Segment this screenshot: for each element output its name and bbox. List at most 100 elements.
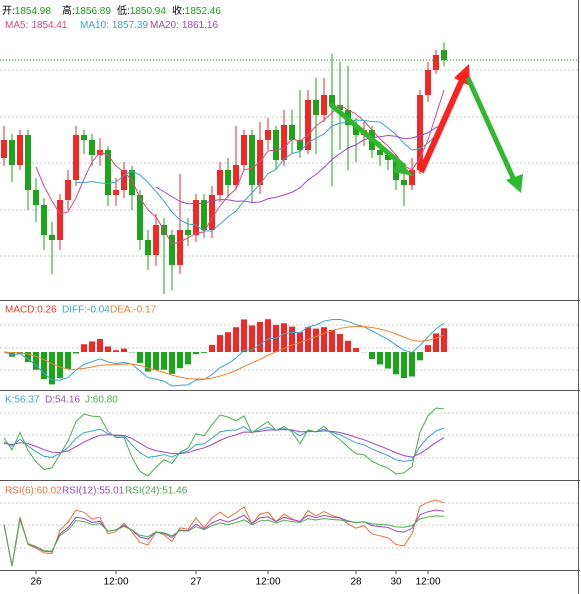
candle-body [265,130,271,140]
ohlc-value: 1850.94 [130,6,167,17]
rsi-readout: RSI(6):60.02 [5,486,62,497]
macd-bar [33,352,39,370]
candle-body [193,200,199,235]
ma-readout: MA10: 1857.39 [80,20,148,31]
candle-body [129,170,135,195]
ma-line [155,123,445,205]
x-tick-label: 30 [390,577,402,588]
red-arrow [418,78,465,174]
macd-bar [81,344,87,352]
candle-body [153,225,159,255]
macd-bar [73,352,79,354]
ohlc-value: 1854.98 [15,6,52,17]
macd-bar [377,352,383,365]
candle-body [65,180,71,200]
macd-bar [41,352,47,380]
ohlc-name: 收: [172,4,185,17]
candle-body [81,135,87,140]
candle-body [337,105,343,110]
candle-body [305,100,311,150]
x-tick-label: 27 [190,577,202,588]
macd-bar [145,352,151,372]
macd-bar [297,332,303,352]
green-arrow [465,76,517,182]
marks [0,42,578,574]
ohlc-name: 高: [62,4,75,17]
macd-readout: DEA:-0.17 [110,305,157,316]
ohlc-value: 1856.89 [75,6,112,17]
macd-bar [289,326,295,352]
candle-body [321,95,327,115]
candle-body [417,95,423,170]
candle-body [177,230,183,265]
macd-bar [193,352,199,355]
x-tick-label: 12:00 [415,577,440,588]
macd-bar [433,333,439,352]
candle-body [249,135,255,185]
kdj-readout: J:60.80 [85,395,118,406]
candle-body [377,150,383,155]
dea-line [3,326,445,380]
ohlc-name: 开: [2,6,15,17]
ohlc-label: 高:1856.89 [62,4,111,17]
macd-bar [241,319,247,352]
red-arrowhead [454,64,470,86]
macd-bar [137,352,143,363]
ohlc-label: 收:1852.46 [172,4,221,17]
ohlc-label: 低:1850.94 [117,4,166,17]
candle-body [209,195,215,230]
candle-body [41,205,47,235]
macd-bar [105,346,111,352]
x-tick-label: 12:00 [255,577,280,588]
x-tick-label: 28 [350,577,362,588]
macd-bar [441,328,447,352]
macd-bar [385,352,391,369]
candle-body [233,165,239,185]
candle-body [185,230,191,235]
candle-body [425,70,431,95]
candle-body [113,190,119,195]
candle-body [225,170,231,185]
candle-body [297,140,303,150]
candle-body [401,180,407,185]
macd-bar [89,341,95,352]
macd-bar [121,348,127,352]
ohlc-value: 1852.46 [185,6,222,17]
ma-value: 1861.16 [182,20,219,31]
candle-body [105,150,111,195]
ma-readout: MA5: 1854.41 [5,20,68,31]
ma-line [35,89,445,245]
macd-bar [153,352,159,371]
candle-body [57,200,63,240]
ma-line [76,119,445,232]
grid [0,69,578,549]
kdj-readout: K:56.37 [5,395,40,406]
candle-body [89,140,95,155]
rsi-readout: RSI(24):51.46 [125,486,188,497]
x-tick-label: 26 [30,577,42,588]
candle-body [201,200,207,230]
macd-bar [257,321,263,352]
x-tick-label: 12:00 [103,577,128,588]
candle-body [145,240,151,255]
green-arrowhead [393,160,414,176]
arrows [328,64,523,193]
rsi12-line [3,509,445,567]
j-line [3,407,445,477]
macd-bar [313,328,319,352]
candle-body [17,135,23,165]
macd-bar [217,335,223,352]
macd-bar [25,352,31,363]
ma-value: 1857.39 [112,20,149,31]
candle-body [49,235,55,240]
ohlc-name: 低: [117,4,130,17]
rsi-readout: RSI(12):55.01 [62,486,125,497]
candle-body [9,140,15,165]
macd-bar [265,319,271,352]
candle-body [313,100,319,115]
ma-name: MA5: [5,20,28,31]
macd-bar [393,352,399,375]
candle-body [1,140,7,158]
